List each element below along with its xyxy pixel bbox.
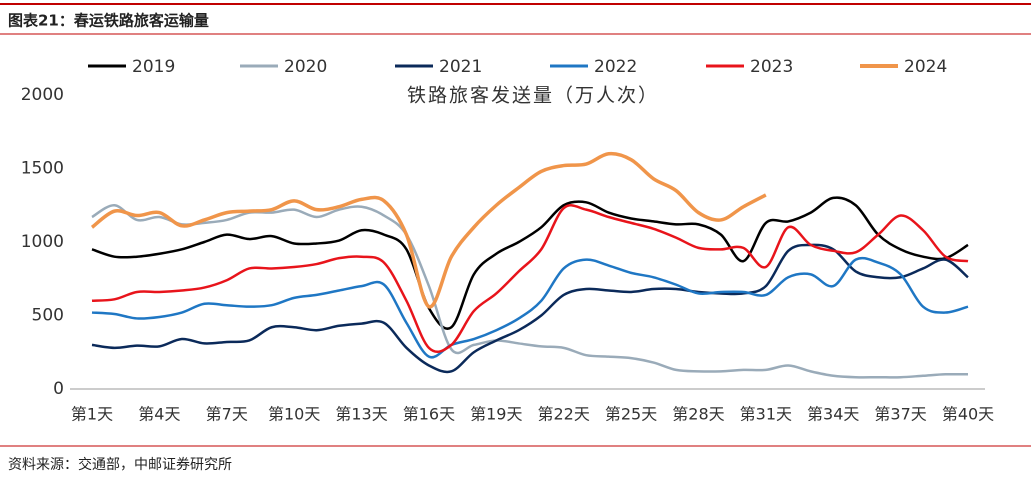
x-tick-label: 第1天 xyxy=(71,405,113,424)
legend-label: 2020 xyxy=(284,57,327,77)
x-tick-label: 第28天 xyxy=(672,405,724,424)
x-tick-label: 第34天 xyxy=(807,405,859,424)
series-line xyxy=(91,204,969,353)
x-tick-label: 第25天 xyxy=(605,405,657,424)
legend-label: 2022 xyxy=(594,57,637,77)
x-tick-label: 第16天 xyxy=(403,405,455,424)
x-tick-label: 第4天 xyxy=(138,405,180,424)
y-tick-label: 1000 xyxy=(21,232,64,252)
x-tick-label: 第19天 xyxy=(470,405,522,424)
x-tick-label: 第37天 xyxy=(874,405,926,424)
chart-title: 铁路旅客发送量（万人次） xyxy=(407,85,659,107)
source-note: 资料来源：交通部，中邮证券研究所 xyxy=(8,456,232,473)
figure-header: 图表21：春运铁路旅客运输量 xyxy=(8,12,209,30)
series-line xyxy=(91,196,969,330)
y-tick-label: 1500 xyxy=(21,159,64,179)
legend-label: 2021 xyxy=(439,57,482,77)
y-tick-label: 500 xyxy=(32,306,64,326)
series-line xyxy=(91,256,969,359)
legend-label: 2019 xyxy=(132,57,175,77)
legend-label: 2024 xyxy=(904,57,947,77)
x-tick-label: 第31天 xyxy=(740,405,792,424)
x-tick-label: 第10天 xyxy=(268,405,320,424)
x-tick-label: 第40天 xyxy=(942,405,994,424)
x-tick-label: 第7天 xyxy=(206,405,248,424)
series-line xyxy=(91,204,969,379)
legend-label: 2023 xyxy=(750,57,793,77)
y-tick-label: 2000 xyxy=(21,85,64,105)
x-tick-label: 第22天 xyxy=(538,405,590,424)
series-line xyxy=(91,243,969,374)
series-line xyxy=(90,151,767,309)
x-tick-label: 第13天 xyxy=(335,405,387,424)
y-tick-label: 0 xyxy=(53,379,64,399)
